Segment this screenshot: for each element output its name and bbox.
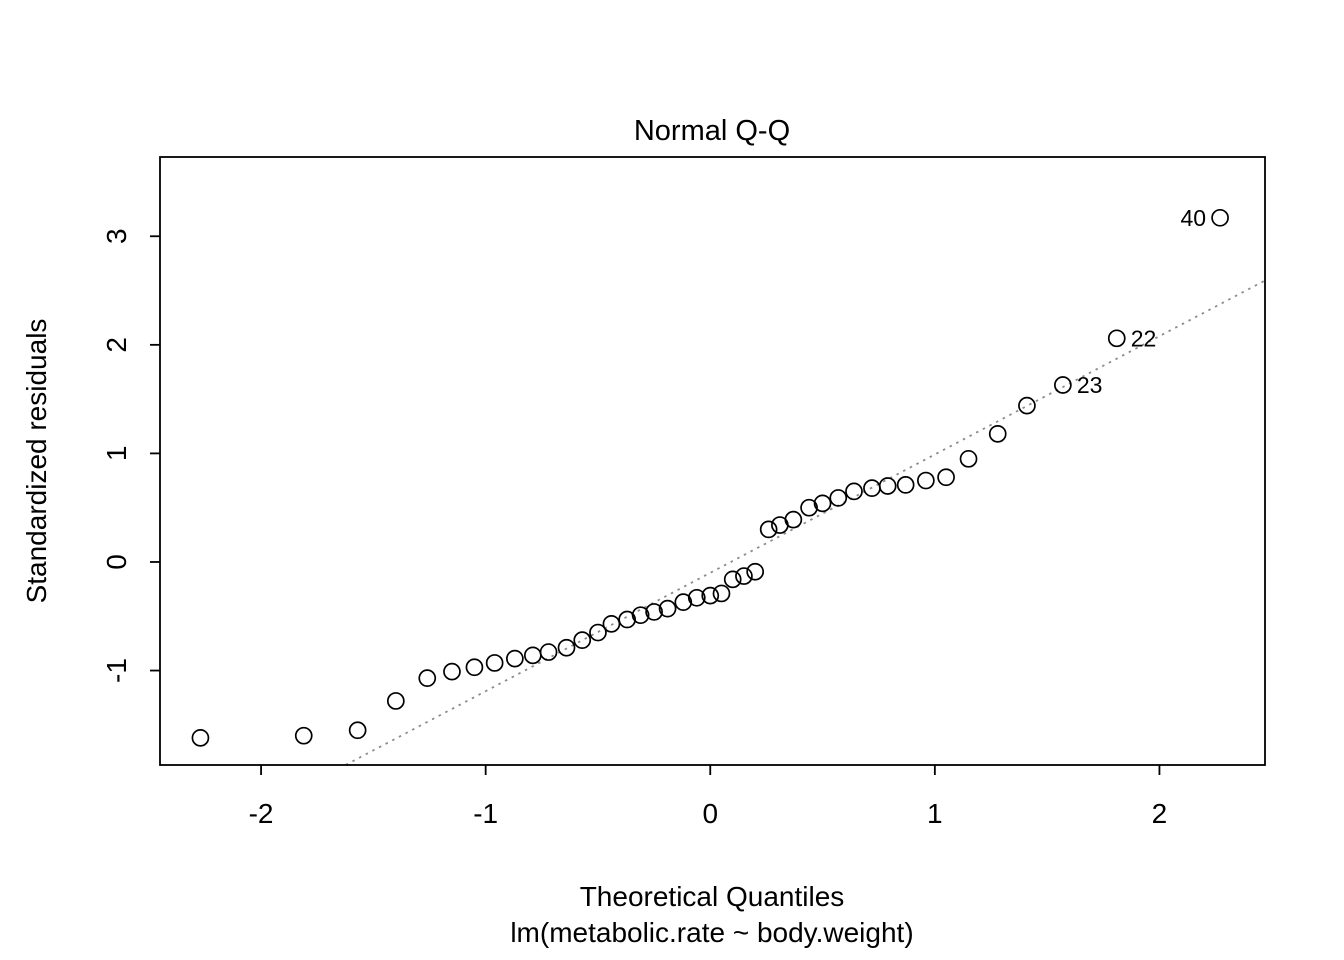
data-point xyxy=(465,658,484,677)
y-tick-label: 0 xyxy=(101,554,132,570)
data-point xyxy=(800,498,818,517)
data-point xyxy=(191,729,210,747)
data-point xyxy=(687,588,706,607)
data-point xyxy=(829,489,848,507)
data-point xyxy=(674,593,693,611)
data-point xyxy=(959,449,978,468)
y-tick-label: 1 xyxy=(101,446,132,462)
chart-title: Normal Q-Q xyxy=(634,115,790,147)
x-tick-label: 0 xyxy=(702,798,718,829)
data-point xyxy=(896,476,915,494)
data-point xyxy=(645,603,663,621)
data-point xyxy=(523,646,542,665)
data-point xyxy=(658,599,677,618)
plot-box xyxy=(159,156,1266,766)
data-point xyxy=(712,584,731,603)
data-point xyxy=(845,482,863,501)
data-point xyxy=(746,562,765,581)
data-point xyxy=(294,726,313,745)
data-point xyxy=(618,610,637,629)
data-point xyxy=(506,649,524,668)
data-point xyxy=(1018,396,1036,415)
data-point xyxy=(813,494,832,513)
data-point xyxy=(386,692,405,710)
x-tick-label: 1 xyxy=(927,798,943,829)
data-point xyxy=(443,662,461,681)
x-axis-sublabel: lm(metabolic.rate ~ body.weight) xyxy=(510,917,913,948)
point-label: 23 xyxy=(1077,372,1103,398)
x-axis-ticks: -2 -1 0 1 2 xyxy=(249,765,1168,829)
data-point xyxy=(539,643,558,661)
y-tick-label: -1 xyxy=(101,658,132,683)
data-point xyxy=(784,510,803,529)
data-point xyxy=(348,721,367,740)
y-tick-label: 3 xyxy=(101,228,132,244)
data-point xyxy=(988,425,1007,443)
data-point xyxy=(759,520,778,539)
data-point xyxy=(602,615,621,633)
data-point xyxy=(573,631,592,649)
data-point xyxy=(418,669,437,687)
y-axis-label: Standardized residuals xyxy=(21,319,52,604)
data-point xyxy=(1107,329,1126,348)
data-points xyxy=(191,208,1229,747)
qq-reference-line xyxy=(343,279,1265,765)
y-axis-ticks: -1 0 1 2 3 xyxy=(101,228,160,683)
data-point xyxy=(1211,208,1229,227)
x-axis-label: Theoretical Quantiles xyxy=(580,881,845,912)
data-point xyxy=(701,586,720,605)
point-label: 22 xyxy=(1131,325,1157,351)
data-point xyxy=(631,606,650,625)
data-point xyxy=(723,570,742,589)
data-point xyxy=(485,654,504,672)
data-point xyxy=(589,623,607,642)
data-point xyxy=(735,567,753,585)
data-point xyxy=(557,638,576,657)
point-label: 40 xyxy=(1180,205,1206,231)
x-tick-label: -2 xyxy=(249,798,274,829)
qq-line xyxy=(343,279,1265,765)
data-point xyxy=(878,477,897,495)
point-labels: 40 22 23 xyxy=(1077,205,1206,398)
data-point xyxy=(917,471,935,490)
x-tick-label: 2 xyxy=(1152,798,1168,829)
y-tick-label: 2 xyxy=(101,337,132,353)
data-point xyxy=(1054,376,1072,394)
data-point xyxy=(937,468,955,487)
x-tick-label: -1 xyxy=(473,798,498,829)
